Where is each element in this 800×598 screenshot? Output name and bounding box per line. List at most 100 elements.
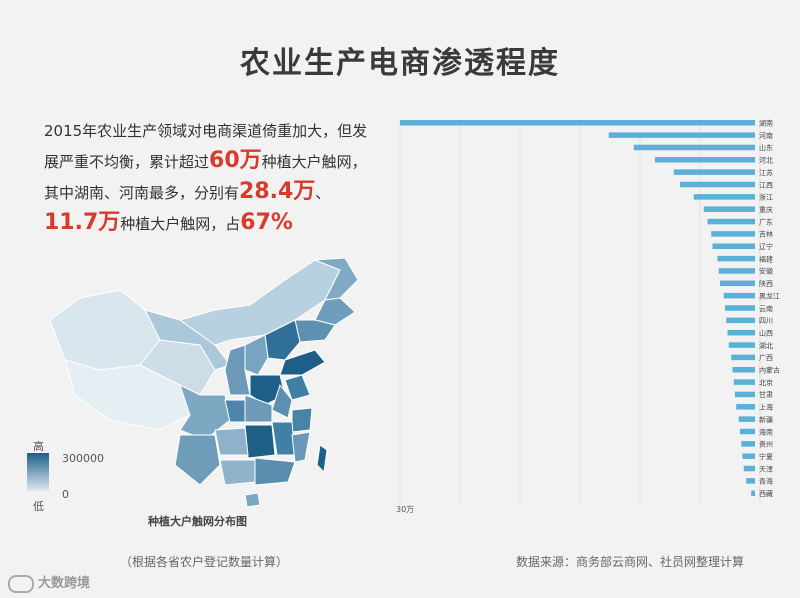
map-region-anhui [271,383,293,419]
bar-重庆 [703,206,755,212]
bar-山西 [727,329,755,336]
map-region-guizhou [214,427,249,456]
bar-label-湖北: 湖北 [759,341,773,350]
bar-北京 [733,379,755,385]
bar-label-北京: 北京 [759,378,773,387]
map-region-jiangxi [271,421,296,456]
bar-海南 [740,428,755,435]
brand-name: 大数跨境 [38,576,91,591]
bar-四川 [726,317,755,324]
bar-湖南 [400,120,755,126]
bar-辽宁 [712,243,755,249]
bar-label-山西: 山西 [759,328,773,337]
bar-内蒙古 [732,367,755,373]
bar-label-安徽: 安徽 [759,267,773,276]
map-footnote: （根据各省农户登记数量计算） [120,555,289,569]
map-region-jiangsu [284,374,311,401]
page-title: 农业生产电商渗透程度 [240,46,560,81]
bar-西藏 [751,490,755,496]
bar-青海 [746,478,755,484]
bar-series [400,120,755,496]
map-region-taiwan [316,444,328,474]
bar-label-上海: 上海 [759,403,773,412]
bar-江苏 [673,169,755,175]
map-region-shanxi [244,334,269,376]
intro-text: 种植大户触网， [261,153,367,171]
bar-云南 [725,305,755,311]
bar-贵州 [741,441,755,447]
bar-label-云南: 云南 [759,304,773,313]
bar-label-江苏: 江苏 [759,168,773,177]
bar-陕西 [720,280,755,287]
bar-label-内蒙古: 内蒙古 [759,366,780,375]
map-legend-gradient [27,453,49,491]
chart-grid [399,120,761,505]
bar-label-天津: 天津 [759,465,773,473]
x-axis-label: 30万 [396,505,414,514]
highlight-total: 60万 [209,148,262,173]
map-region-fujian [291,431,311,463]
intro-paragraph: 2015年农业生产领域对电商渠道倚重加大，但发 展严重不均衡，累计超过60万种植… [44,116,374,239]
bar-广东 [707,218,755,225]
bar-宁夏 [742,453,755,459]
intro-line-4: 11.7万种植大户触网，占67% [44,208,374,239]
bar-label-广东: 广东 [759,217,773,226]
bar-label-浙江: 浙江 [759,193,773,202]
bar-山东 [633,144,755,151]
intro-line-3: 其中湖南、河南最多，分别有28.4万、 [44,177,374,208]
bar-label-江西: 江西 [759,181,773,189]
legend-min-value: 0 [62,488,69,501]
bar-label-河南: 河南 [759,131,773,140]
bar-label-河北: 河北 [759,157,773,165]
intro-line-1: 2015年农业生产领域对电商渠道倚重加大，但发 [44,122,368,140]
bar-江西 [680,181,755,188]
bar-河南 [608,132,755,138]
bar-黑龙江 [723,292,755,299]
intro-text: 展严重不均衡，累计超过 [44,153,210,171]
bar-label-湖南: 湖南 [759,119,773,128]
map-region-xinjiang [49,289,161,371]
bar-新疆 [738,416,755,422]
map-region-guangxi [219,459,256,486]
data-source-note: 数据来源：商务部云商网、社员网整理计算 [516,555,745,569]
bar-label-吉林: 吉林 [759,230,773,239]
bar-label-四川: 四川 [759,317,773,325]
highlight-hunan: 28.4万 [239,179,316,204]
bar-label-青海: 青海 [759,477,773,486]
intro-text: 、 [315,184,331,202]
category-labels: 湖南河南山东河北江苏江西浙江重庆广东吉林辽宁福建安徽陕西黑龙江云南四川山西湖北广… [759,119,780,499]
china-choropleth-map [49,257,359,508]
map-region-hunan [244,424,276,459]
map-region-shandong [279,349,326,376]
bar-天津 [743,465,755,472]
highlight-henan: 11.7万 [44,210,121,235]
bar-label-甘肃: 甘肃 [759,390,773,399]
bar-湖北 [728,342,755,348]
brand-logo-icon [8,574,34,593]
bar-label-西藏: 西藏 [759,489,773,498]
bar-label-宁夏: 宁夏 [759,452,773,461]
bar-河北 [655,157,755,163]
map-region-liaoning [294,319,336,343]
bar-安徽 [718,268,755,274]
bar-label-新疆: 新疆 [759,415,773,424]
map-caption: 种植大户触网分布图 [148,515,247,528]
bar-浙江 [693,194,755,200]
bar-label-广西: 广西 [759,353,773,362]
map-region-yunnan [174,434,221,486]
intro-text: 其中湖南、河南最多，分别有 [44,184,240,202]
legend-low-label: 低 [33,500,44,513]
brand-watermark: 大数跨境 [8,572,90,593]
intro-text: 种植大户触网，占 [120,215,241,233]
bar-label-山东: 山东 [759,143,773,152]
highlight-share: 67% [240,210,293,235]
map-region-hainan [244,492,261,508]
bar-label-重庆: 重庆 [759,205,773,214]
legend-max-value: 300000 [62,452,104,465]
bar-甘肃 [735,391,755,398]
bar-广西 [731,354,755,361]
map-region-zhejiang [291,407,313,433]
bar-label-辽宁: 辽宁 [759,242,773,251]
intro-line-2: 展严重不均衡，累计超过60万种植大户触网， [44,146,374,177]
bar-吉林 [711,231,755,237]
